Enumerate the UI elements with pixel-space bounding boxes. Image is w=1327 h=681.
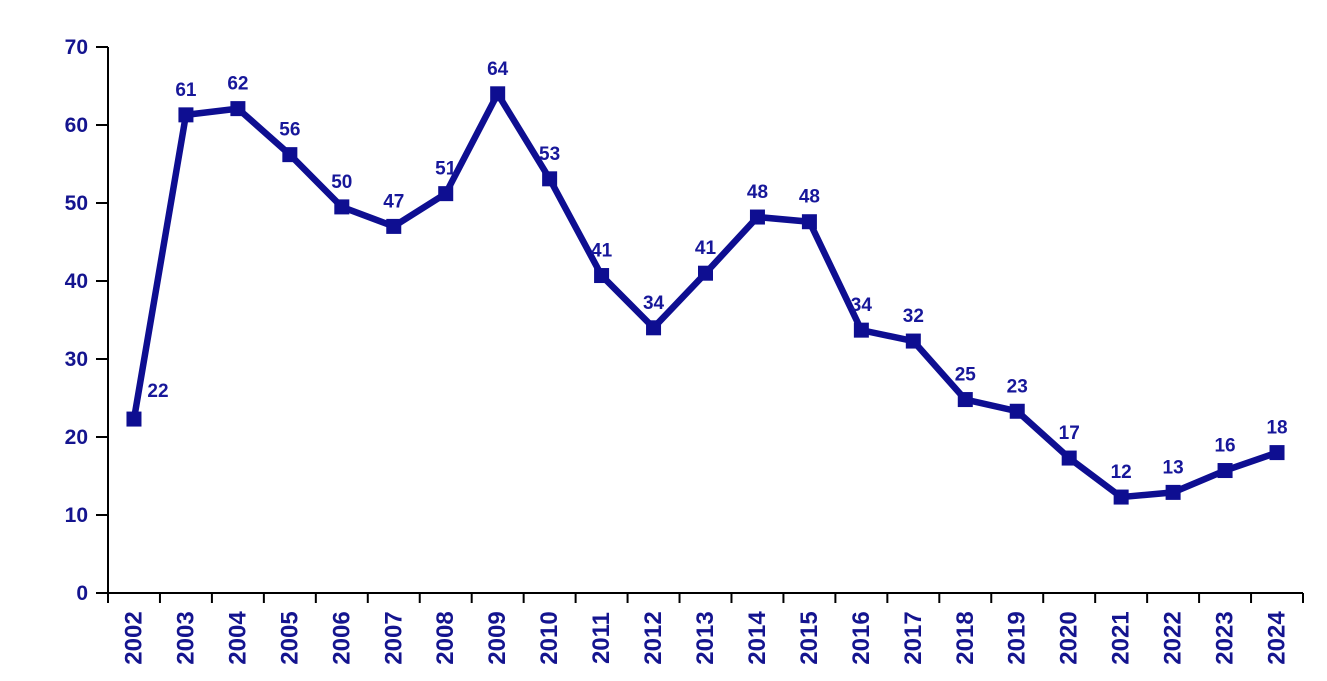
data-label-2012: 34: [643, 293, 665, 314]
x-tick-label-2006: 2006: [328, 611, 355, 664]
data-label-2008: 51: [435, 159, 457, 180]
x-tick-label-2024: 2024: [1264, 611, 1291, 665]
data-point-2010: [542, 171, 558, 187]
data-point-2012: [646, 320, 662, 336]
x-tick-label-2020: 2020: [1056, 611, 1083, 664]
x-tick-label-2002: 2002: [120, 611, 147, 664]
data-label-2018: 25: [955, 365, 977, 386]
y-tick-label-0: 0: [76, 582, 88, 605]
data-point-2020: [1061, 450, 1077, 466]
data-label-2016: 34: [851, 295, 873, 316]
x-tick-label-2015: 2015: [796, 611, 823, 664]
data-label-2024: 18: [1266, 418, 1287, 439]
data-point-2002: [126, 411, 142, 427]
data-point-2023: [1217, 463, 1233, 479]
x-tick-label-2007: 2007: [380, 611, 407, 664]
x-tick-label-2008: 2008: [432, 611, 459, 664]
data-point-2006: [334, 199, 350, 215]
x-tick-label-2010: 2010: [536, 611, 563, 664]
x-tick-label-2004: 2004: [224, 611, 251, 665]
x-tick-label-2018: 2018: [952, 611, 979, 664]
y-tick-label-10: 10: [65, 504, 88, 527]
data-label-2021: 12: [1111, 462, 1132, 483]
x-tick-label-2023: 2023: [1212, 611, 1239, 664]
data-point-2008: [438, 186, 454, 202]
data-point-2014: [749, 209, 765, 225]
x-tick-label-2005: 2005: [276, 611, 303, 664]
x-tick-label-2016: 2016: [848, 611, 875, 664]
data-label-2022: 13: [1163, 457, 1184, 478]
x-tick-label-2013: 2013: [692, 611, 719, 664]
data-label-2010: 53: [539, 144, 560, 165]
data-label-2015: 48: [799, 187, 820, 208]
data-label-2002: 22: [147, 381, 168, 402]
data-point-2005: [282, 147, 298, 163]
data-label-2013: 41: [695, 238, 717, 259]
data-point-2003: [178, 107, 194, 123]
x-tick-label-2014: 2014: [744, 611, 771, 665]
data-point-2022: [1165, 484, 1181, 500]
data-label-2020: 17: [1059, 423, 1080, 444]
data-label-2007: 47: [383, 191, 404, 212]
x-tick-label-2019: 2019: [1004, 611, 1031, 664]
data-point-2013: [698, 265, 713, 281]
x-tick-label-2021: 2021: [1108, 611, 1135, 664]
data-line-annual-value: [130, 87, 1281, 501]
data-point-2019: [1009, 403, 1025, 419]
data-point-2017: [905, 333, 921, 349]
data-point-2015: [801, 214, 817, 230]
data-point-2011: [594, 268, 610, 284]
x-tick-label-2011: 2011: [588, 612, 615, 664]
data-point-2009: [490, 86, 506, 102]
x-tick-label-2003: 2003: [172, 611, 199, 664]
data-label-2004: 62: [227, 74, 248, 95]
x-tick-label-2022: 2022: [1160, 611, 1187, 664]
data-point-2007: [386, 218, 402, 234]
data-label-2003: 61: [175, 80, 197, 101]
y-tick-label-70: 70: [65, 36, 88, 59]
data-point-2004: [230, 101, 246, 117]
data-label-2023: 16: [1214, 436, 1235, 457]
y-tick-label-50: 50: [65, 192, 88, 215]
x-tick-label-2012: 2012: [640, 611, 667, 664]
y-tick-label-60: 60: [65, 114, 88, 137]
data-label-2011: 41: [591, 241, 613, 262]
data-label-2014: 48: [747, 182, 768, 203]
x-tick-label-2017: 2017: [900, 611, 927, 664]
data-point-2016: [853, 322, 869, 338]
data-label-2009: 64: [487, 59, 509, 80]
data-label-2017: 32: [903, 306, 924, 327]
data-point-2018: [957, 392, 973, 408]
y-tick-label-30: 30: [65, 348, 88, 371]
y-tick-label-40: 40: [65, 270, 88, 293]
data-point-2024: [1269, 445, 1285, 461]
data-label-2019: 23: [1007, 376, 1028, 397]
y-tick-label-20: 20: [65, 426, 88, 449]
data-label-2006: 50: [331, 172, 352, 193]
data-label-2005: 56: [279, 120, 300, 141]
x-tick-label-2009: 2009: [484, 611, 511, 664]
data-point-2021: [1113, 489, 1129, 505]
